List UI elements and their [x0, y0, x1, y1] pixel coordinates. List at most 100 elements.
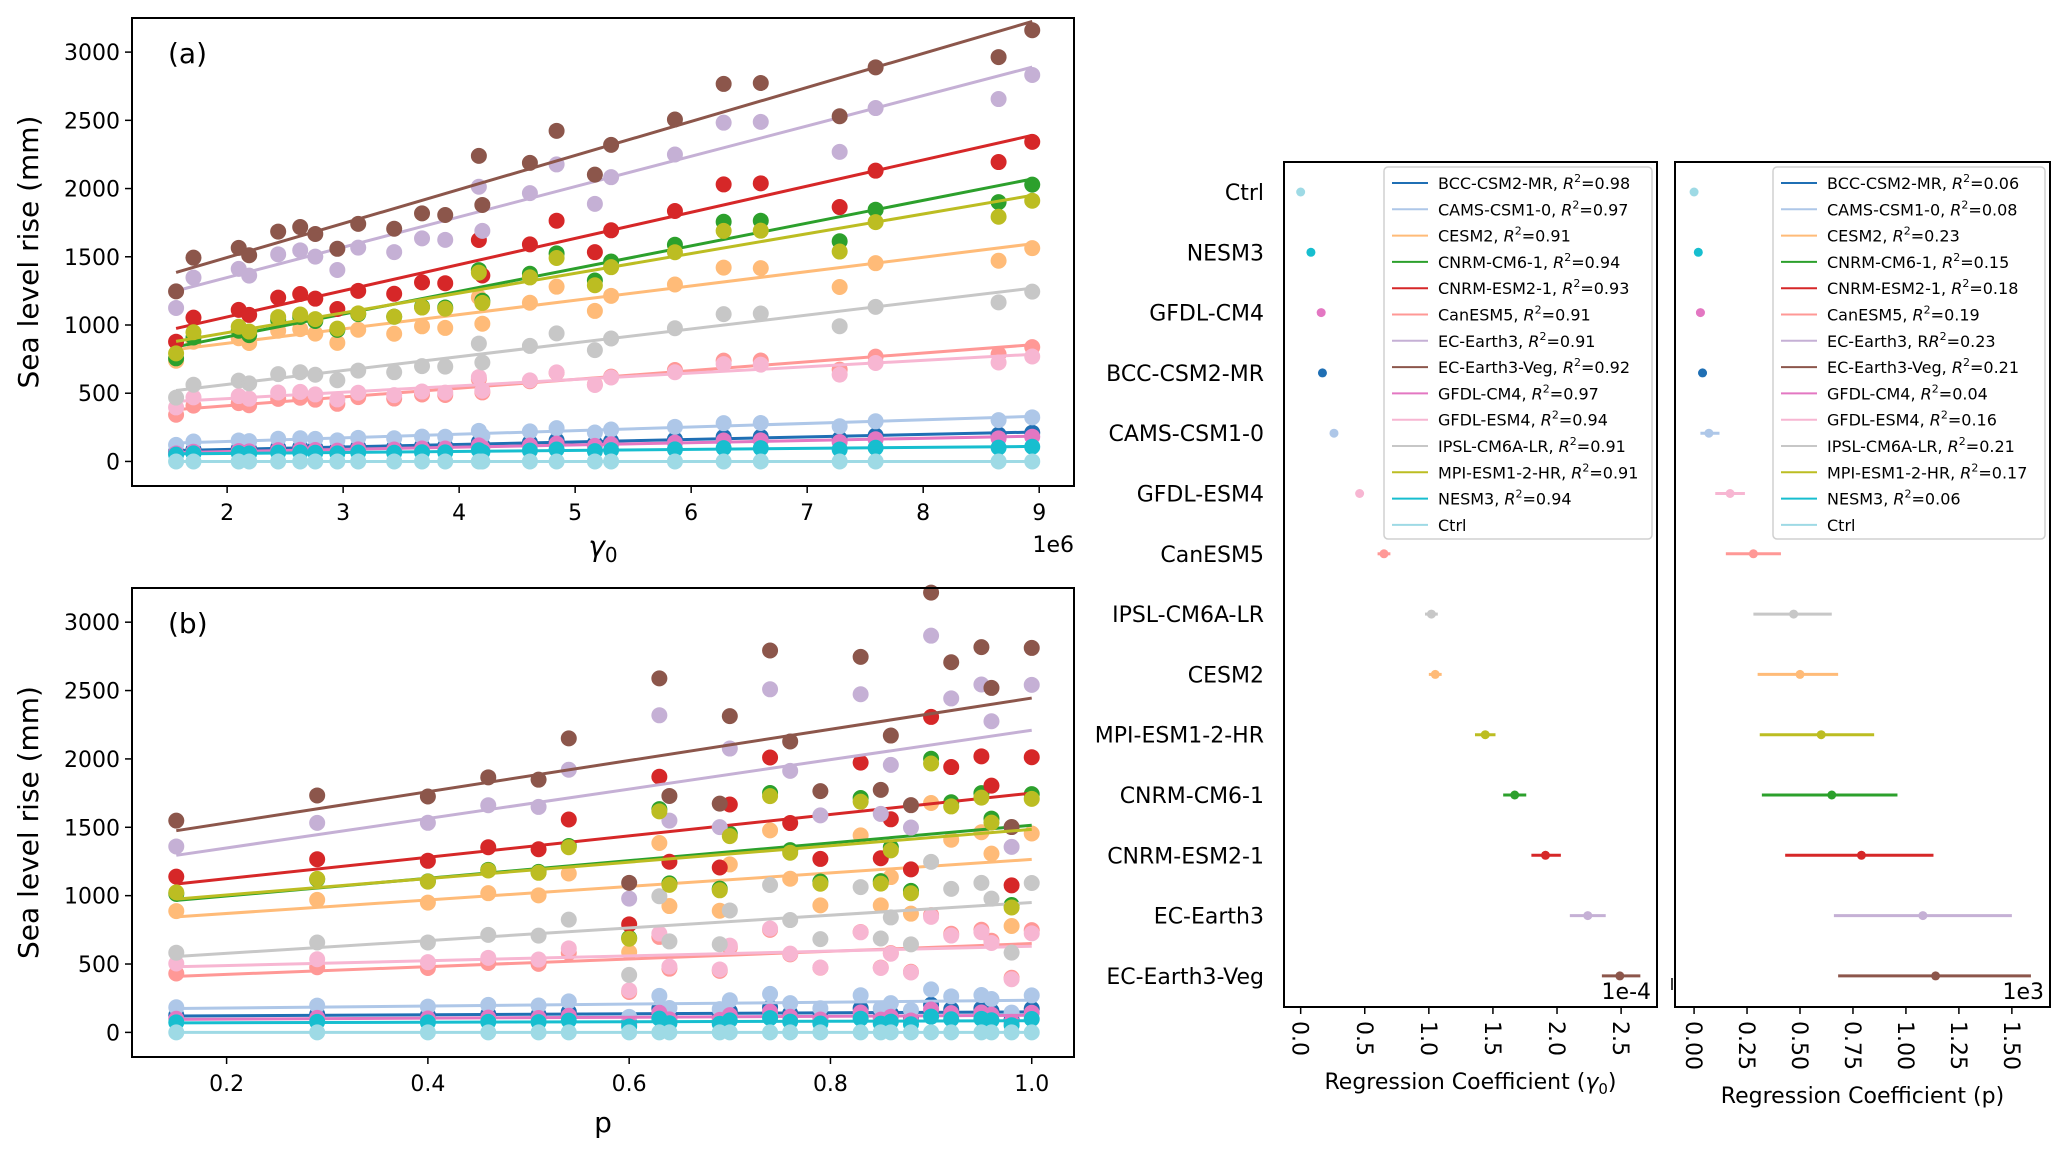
data-point	[852, 924, 869, 941]
data-point	[711, 936, 728, 953]
data-point	[437, 384, 454, 401]
data-point	[621, 916, 638, 933]
fit-line	[176, 944, 1032, 969]
data-point	[474, 294, 491, 311]
legend-entry: IPSL-CM6A-LR, R2=0.21	[1827, 435, 2015, 456]
fit-line	[176, 414, 1033, 445]
category-label: Ctrl	[1225, 181, 1264, 206]
data-point	[414, 318, 431, 335]
axes-frame	[131, 587, 1075, 1058]
data-point	[990, 354, 1007, 371]
legend-entry: BCC-CSM2-MR, R2=0.06	[1827, 172, 2019, 193]
data-point	[548, 122, 565, 139]
data-point	[661, 812, 678, 829]
data-point	[752, 113, 769, 130]
fit-line	[176, 791, 1032, 886]
data-point	[621, 966, 638, 983]
x-tick-label: 5	[568, 501, 582, 526]
coefficient-point	[1306, 247, 1316, 257]
data-point	[943, 759, 960, 776]
data-point	[1003, 917, 1020, 934]
data-point	[309, 997, 326, 1014]
y-tick-label: 2500	[64, 109, 120, 134]
x-tick-label: 1.0	[1415, 1021, 1440, 1056]
data-point	[168, 944, 185, 961]
series-ec-earth3	[168, 627, 1040, 907]
data-point	[350, 321, 367, 338]
coefficient-point	[1693, 247, 1703, 257]
data-point	[983, 713, 1000, 730]
data-point	[902, 885, 919, 902]
panel-a: 0 500 1000 1500 2000 2500 3000 2 3 4 5 6 7 8 9 (a) Sea l…	[12, 17, 1075, 567]
x-offset-text: 1e3	[2002, 980, 2044, 1005]
data-point	[715, 222, 732, 239]
legend-entry: EC-Earth3-Veg, R2=0.92	[1438, 356, 1630, 377]
series-ipsl-cm6a-lr	[168, 853, 1040, 983]
data-point	[621, 874, 638, 891]
data-point	[852, 686, 869, 703]
data-point	[852, 793, 869, 810]
legend-entry: BCC-CSM2-MR, R2=0.98	[1438, 172, 1630, 193]
x-tick-label: 9	[1032, 501, 1046, 526]
data-point	[329, 262, 346, 279]
fit-line	[176, 728, 1032, 857]
fit-line	[176, 696, 1032, 833]
x-tick-label: 1.5	[1479, 1021, 1504, 1056]
data-point	[762, 876, 779, 893]
x-tick-label: 0.4	[410, 1072, 445, 1097]
x-tick-label: 0.6	[612, 1072, 647, 1097]
data-point	[715, 356, 732, 373]
data-point	[852, 648, 869, 665]
panel-c: Ctrl NESM3 GFDL-CM4 BCC-CSM2-MR CAMS-CSM1-0 G…	[1095, 161, 1658, 1098]
category-label: GFDL-ESM4	[1137, 483, 1264, 508]
coefficient-point	[1918, 911, 1928, 921]
data-point	[548, 249, 565, 266]
series-mpi-esm1-2-hr	[168, 755, 1040, 947]
data-point	[386, 285, 403, 302]
coefficient-point	[1795, 669, 1805, 679]
coefficient-point	[1316, 308, 1326, 318]
data-point	[943, 798, 960, 815]
data-point	[419, 894, 436, 911]
y-tick-label: 3000	[64, 41, 120, 66]
series-cams-csm1-0	[168, 981, 1040, 1025]
series-ipsl-cm6a-lr	[168, 283, 1041, 406]
data-point	[983, 679, 1000, 696]
legend-entry: EC-Earth3-Veg, R2=0.21	[1827, 356, 2019, 377]
legend-entry: NESM3, R2=0.94	[1438, 488, 1572, 509]
x-tick-label: 1.00	[1892, 1021, 1917, 1070]
data-point	[752, 175, 769, 192]
series-mpi-esm1-2-hr	[168, 192, 1041, 362]
data-point	[973, 748, 990, 765]
data-point	[762, 642, 779, 659]
data-point	[386, 387, 403, 404]
legend-entry: CESM2, R2=0.23	[1827, 225, 1960, 246]
data-point	[474, 382, 491, 399]
y-tick-label: 2000	[64, 178, 120, 203]
data-point	[521, 294, 538, 311]
data-point	[831, 243, 848, 260]
data-point	[651, 987, 668, 1004]
data-point	[711, 961, 728, 978]
data-point	[386, 244, 403, 261]
data-point	[1023, 790, 1040, 807]
data-point	[586, 377, 603, 394]
data-point	[661, 958, 678, 975]
fit-line	[176, 857, 1032, 919]
y-tick-label: 1000	[64, 885, 120, 910]
data-point	[1023, 875, 1040, 892]
x-axis-label: γ0	[588, 530, 617, 567]
data-point	[437, 206, 454, 223]
data-point	[973, 874, 990, 891]
data-point	[831, 318, 848, 335]
data-point	[752, 260, 769, 277]
category-label: EC-Earth3	[1154, 905, 1264, 930]
x-tick-label: 1.25	[1945, 1021, 1970, 1070]
data-point	[329, 391, 346, 408]
data-point	[943, 880, 960, 897]
data-point	[902, 936, 919, 953]
data-point	[414, 230, 431, 247]
data-point	[782, 945, 799, 962]
data-point	[586, 195, 603, 212]
data-point	[560, 811, 577, 828]
